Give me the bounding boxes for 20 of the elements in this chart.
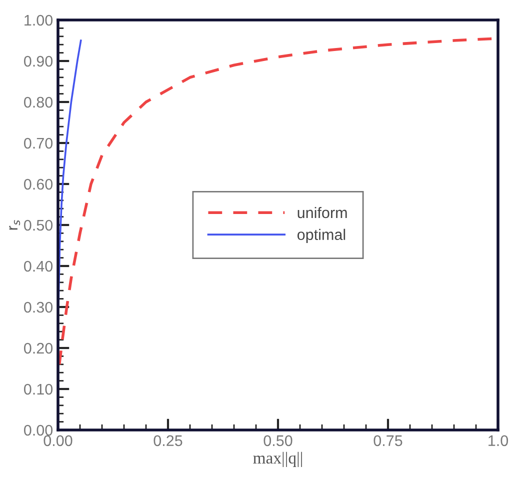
x-tick-label: 0.00: [44, 435, 72, 446]
y-tick-label: 0.80: [24, 96, 53, 108]
y-tick-label: 0.10: [24, 384, 53, 395]
x-tick-label: 0.50: [264, 435, 292, 446]
y-tick-label: 1.00: [24, 14, 53, 26]
y-tick-label: 0.90: [24, 56, 53, 67]
y-tick-label: 0.70: [24, 138, 53, 149]
x-tick-label: 1.0: [488, 435, 508, 446]
legend-label: optimal: [297, 228, 346, 244]
y-tick-label: 0.20: [24, 342, 53, 354]
y-tick-label: 0.30: [24, 302, 53, 313]
x-tick-label: 0.25: [154, 435, 182, 446]
y-tick-label: 0.60: [24, 178, 53, 190]
x-axis-title: max||q||: [253, 452, 302, 468]
y-axis-title: r$_{s}$: [9, 220, 20, 230]
y-tick-label: 0.40: [24, 260, 53, 272]
y-tick-label: 0.00: [24, 424, 53, 436]
y-tick-label: 0.50: [24, 220, 53, 231]
legend-label: uniform: [298, 206, 347, 218]
x-tick-label: 0.75: [374, 435, 402, 446]
